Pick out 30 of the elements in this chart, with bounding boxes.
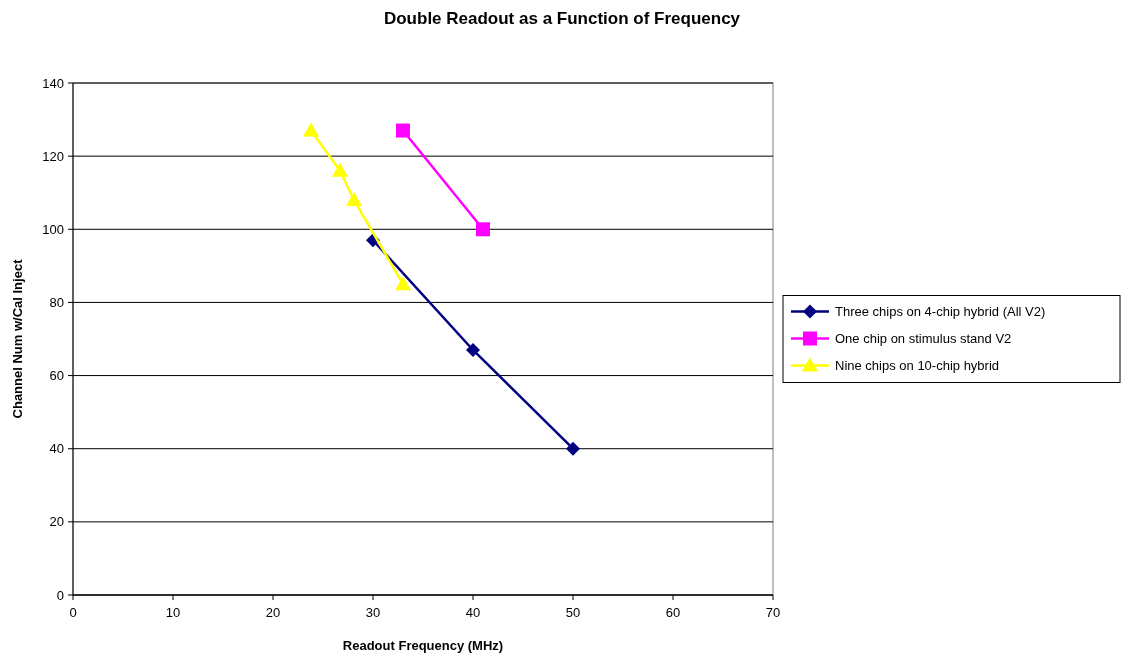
x-tick-label: 20 xyxy=(265,605,281,620)
y-tick-label: 100 xyxy=(42,221,64,237)
x-tick-label: 60 xyxy=(665,605,681,620)
y-tick-label: 20 xyxy=(49,514,64,530)
y-tick-label: 40 xyxy=(49,441,64,457)
x-axis-title: Readout Frequency (MHz) xyxy=(342,638,504,653)
x-tick-label: 0 xyxy=(69,605,77,620)
point xyxy=(566,441,580,456)
legend-label: Three chips on 4-chip hybrid (All V2) xyxy=(835,304,1046,320)
point xyxy=(476,222,490,237)
point xyxy=(346,192,362,207)
y-tick-label: 60 xyxy=(49,368,64,384)
y-tick-label: 80 xyxy=(49,294,64,310)
point xyxy=(303,122,319,137)
point xyxy=(466,342,480,357)
y-tick-label: 0 xyxy=(56,587,64,603)
chart-title: Double Readout as a Function of Frequency xyxy=(383,9,741,28)
point xyxy=(396,123,410,138)
y-axis-title: Channel Num w/Cal Inject xyxy=(10,258,25,419)
point xyxy=(395,276,411,291)
x-tick-label: 70 xyxy=(765,605,781,620)
x-tick-label: 10 xyxy=(165,605,181,620)
y-tick-label: 140 xyxy=(42,75,64,91)
legend-label: One chip on stimulus stand V2 xyxy=(835,331,1012,347)
point xyxy=(332,162,348,177)
legend-label: Nine chips on 10-chip hybrid xyxy=(835,358,1000,374)
x-tick-label: 30 xyxy=(365,605,381,620)
x-tick-label: 50 xyxy=(565,605,581,620)
x-tick-label: 40 xyxy=(465,605,481,620)
y-tick-label: 120 xyxy=(42,148,64,164)
